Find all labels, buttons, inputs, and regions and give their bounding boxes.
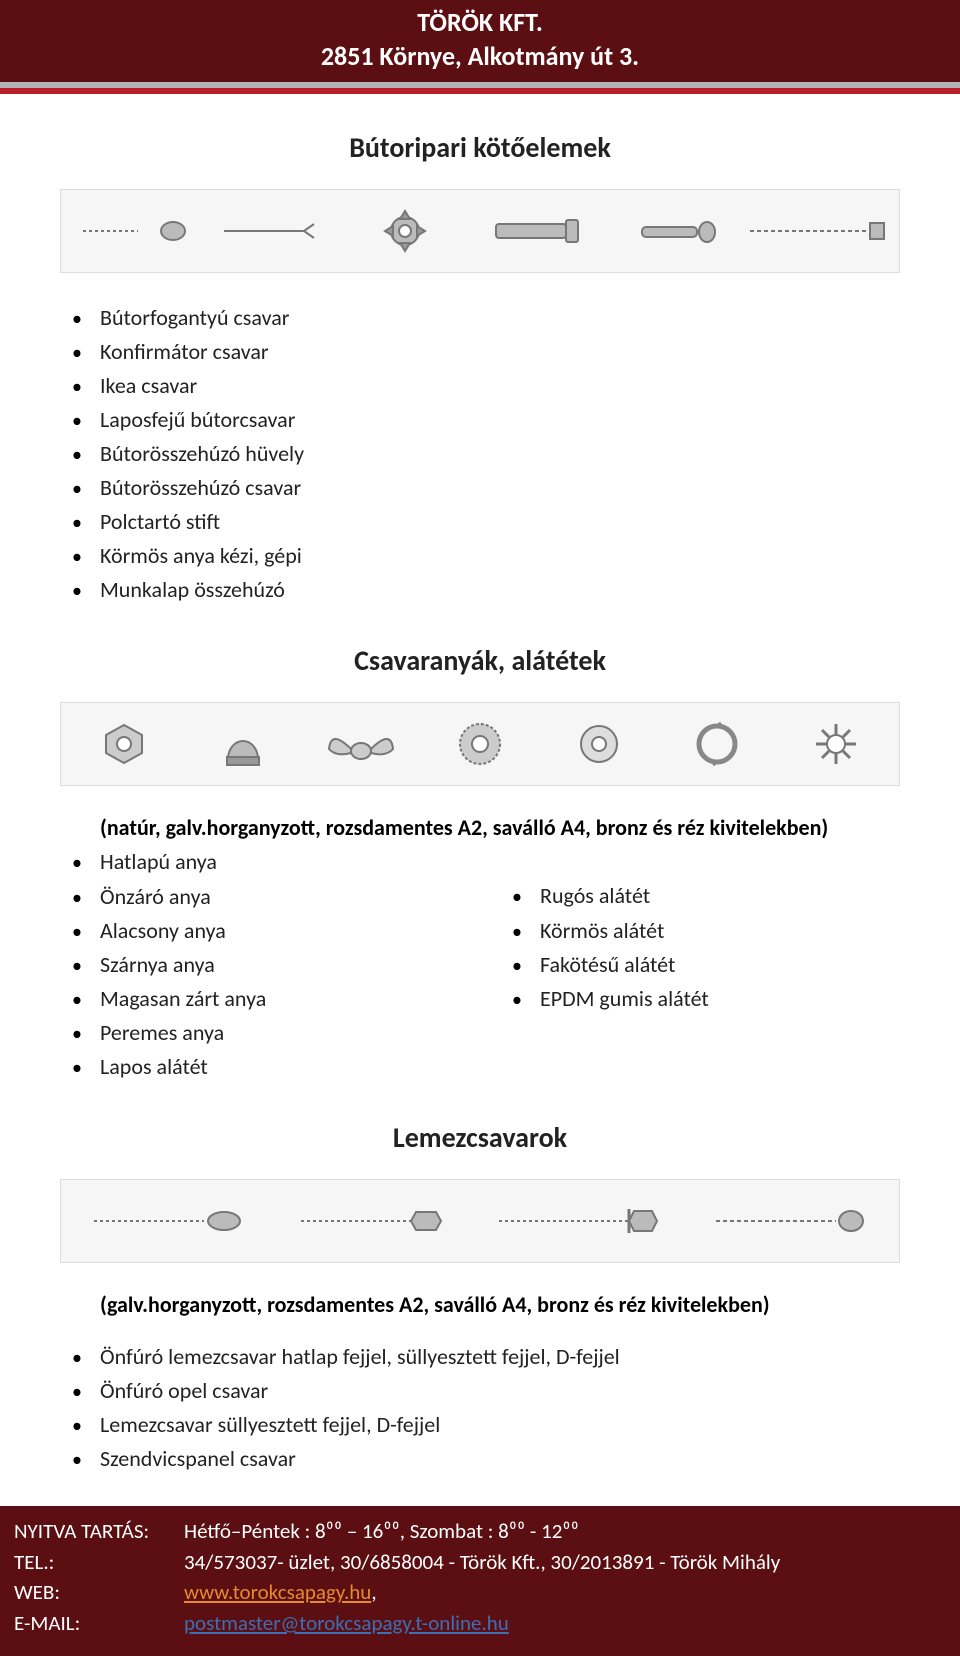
- materials-note: (natúr, galv.horganyzott, rozsdamentes A…: [60, 814, 900, 841]
- document-header: TÖRÖK KFT. 2851 Környe, Alkotmány út 3.: [0, 0, 960, 82]
- list-item: Körmös alátét: [540, 914, 900, 948]
- hex-nut-icon: [65, 711, 184, 777]
- list-item: Körmös anya kézi, gépi: [100, 539, 900, 573]
- list-item: Lapos alátét: [100, 1050, 460, 1084]
- list-item: Konfirmátor csavar: [100, 335, 900, 369]
- list-item: Lemezcsavar süllyesztett fejjel, D-fejje…: [100, 1408, 900, 1442]
- star-washer-icon: [776, 711, 895, 777]
- hex-head-screw-icon: [273, 1188, 481, 1254]
- list-item: Hatlapú anya: [100, 845, 460, 879]
- company-name: TÖRÖK KFT.: [0, 6, 960, 40]
- list-item: Szendvicspanel csavar: [100, 1442, 900, 1476]
- spring-washer-icon: [658, 711, 777, 777]
- bolt-icon: [65, 198, 201, 264]
- threaded-rod-icon: [745, 198, 895, 264]
- washer-head-screw-icon: [480, 1188, 688, 1254]
- tel-label: TEL.:: [14, 1547, 184, 1577]
- list-item: Önzáró anya: [100, 880, 460, 914]
- section-title-nuts-washers: Csavaranyák, alátétek: [60, 643, 900, 678]
- web-label: WEB:: [14, 1577, 184, 1607]
- list-item: Munkalap összehúzó: [100, 573, 900, 607]
- sheet-screws-list: Önfúró lemezcsavar hatlap fejjel, süllye…: [60, 1340, 900, 1476]
- list-item: Magasan zárt anya: [100, 982, 460, 1016]
- list-item: Szárnya anya: [100, 948, 460, 982]
- materials-note-2: (galv.horganyzott, rozsdamentes A2, savá…: [60, 1291, 900, 1318]
- list-item: Bútorfogantyú csavar: [100, 301, 900, 335]
- pin-icon: [201, 198, 337, 264]
- furniture-fasteners-list: Bútorfogantyú csavar Konfirmátor csavar …: [60, 301, 900, 608]
- serrated-washer-icon: [421, 711, 540, 777]
- email-link[interactable]: postmaster@torokcsapagy.t-online.hu: [184, 1610, 509, 1636]
- wing-nut-icon: [302, 711, 421, 777]
- wood-screw-icon: [688, 1188, 896, 1254]
- fastener-image-strip-2: [60, 702, 900, 786]
- list-item: Rugós alátét: [540, 879, 900, 913]
- list-item: Peremes anya: [100, 1016, 460, 1050]
- list-item: Laposfejű bútorcsavar: [100, 403, 900, 437]
- sleeve-icon: [473, 198, 609, 264]
- nuts-list-left: Hatlapú anya Önzáró anya Alacsony anya S…: [60, 845, 460, 1084]
- list-item: Önfúró lemezcsavar hatlap fejjel, süllye…: [100, 1340, 900, 1374]
- hours-value: Hétfő–Péntek : 8⁰⁰ – 16⁰⁰, Szombat : 8⁰⁰…: [184, 1516, 946, 1546]
- web-suffix: ,: [371, 1579, 376, 1605]
- list-item: Alacsony anya: [100, 914, 460, 948]
- washers-list-right: Rugós alátét Körmös alátét Fakötésű alát…: [500, 845, 900, 1084]
- red-accent-line: [0, 88, 960, 94]
- fastener-image-strip-1: [60, 189, 900, 273]
- fastener-image-strip-3: [60, 1179, 900, 1263]
- list-item: Önfúró opel csavar: [100, 1374, 900, 1408]
- flat-washer-icon: [539, 711, 658, 777]
- section-title-sheet-screws: Lemezcsavarok: [60, 1120, 900, 1155]
- email-label: E-MAIL:: [14, 1608, 184, 1638]
- document-footer: NYITVA TARTÁS: Hétfő–Péntek : 8⁰⁰ – 16⁰⁰…: [0, 1506, 960, 1656]
- list-item: Polctartó stift: [100, 505, 900, 539]
- self-drill-screw-icon: [65, 1188, 273, 1254]
- tel-value: 34/573037- üzlet, 30/6858004 - Török Kft…: [184, 1547, 946, 1577]
- company-address: 2851 Környe, Alkotmány út 3.: [0, 40, 960, 74]
- list-item: Ikea csavar: [100, 369, 900, 403]
- dome-nut-icon: [184, 711, 303, 777]
- list-item: EPDM gumis alátét: [540, 982, 900, 1016]
- list-item: Bútorösszehúzó hüvely: [100, 437, 900, 471]
- web-link[interactable]: www.torokcsapagy.hu: [184, 1579, 371, 1605]
- list-item: Bútorösszehúzó csavar: [100, 471, 900, 505]
- rivet-icon: [609, 198, 745, 264]
- hours-label: NYITVA TARTÁS:: [14, 1516, 184, 1546]
- section-title-furniture-fasteners: Bútoripari kötőelemek: [60, 130, 900, 165]
- tee-nut-icon: [337, 198, 473, 264]
- list-item: Fakötésű alátét: [540, 948, 900, 982]
